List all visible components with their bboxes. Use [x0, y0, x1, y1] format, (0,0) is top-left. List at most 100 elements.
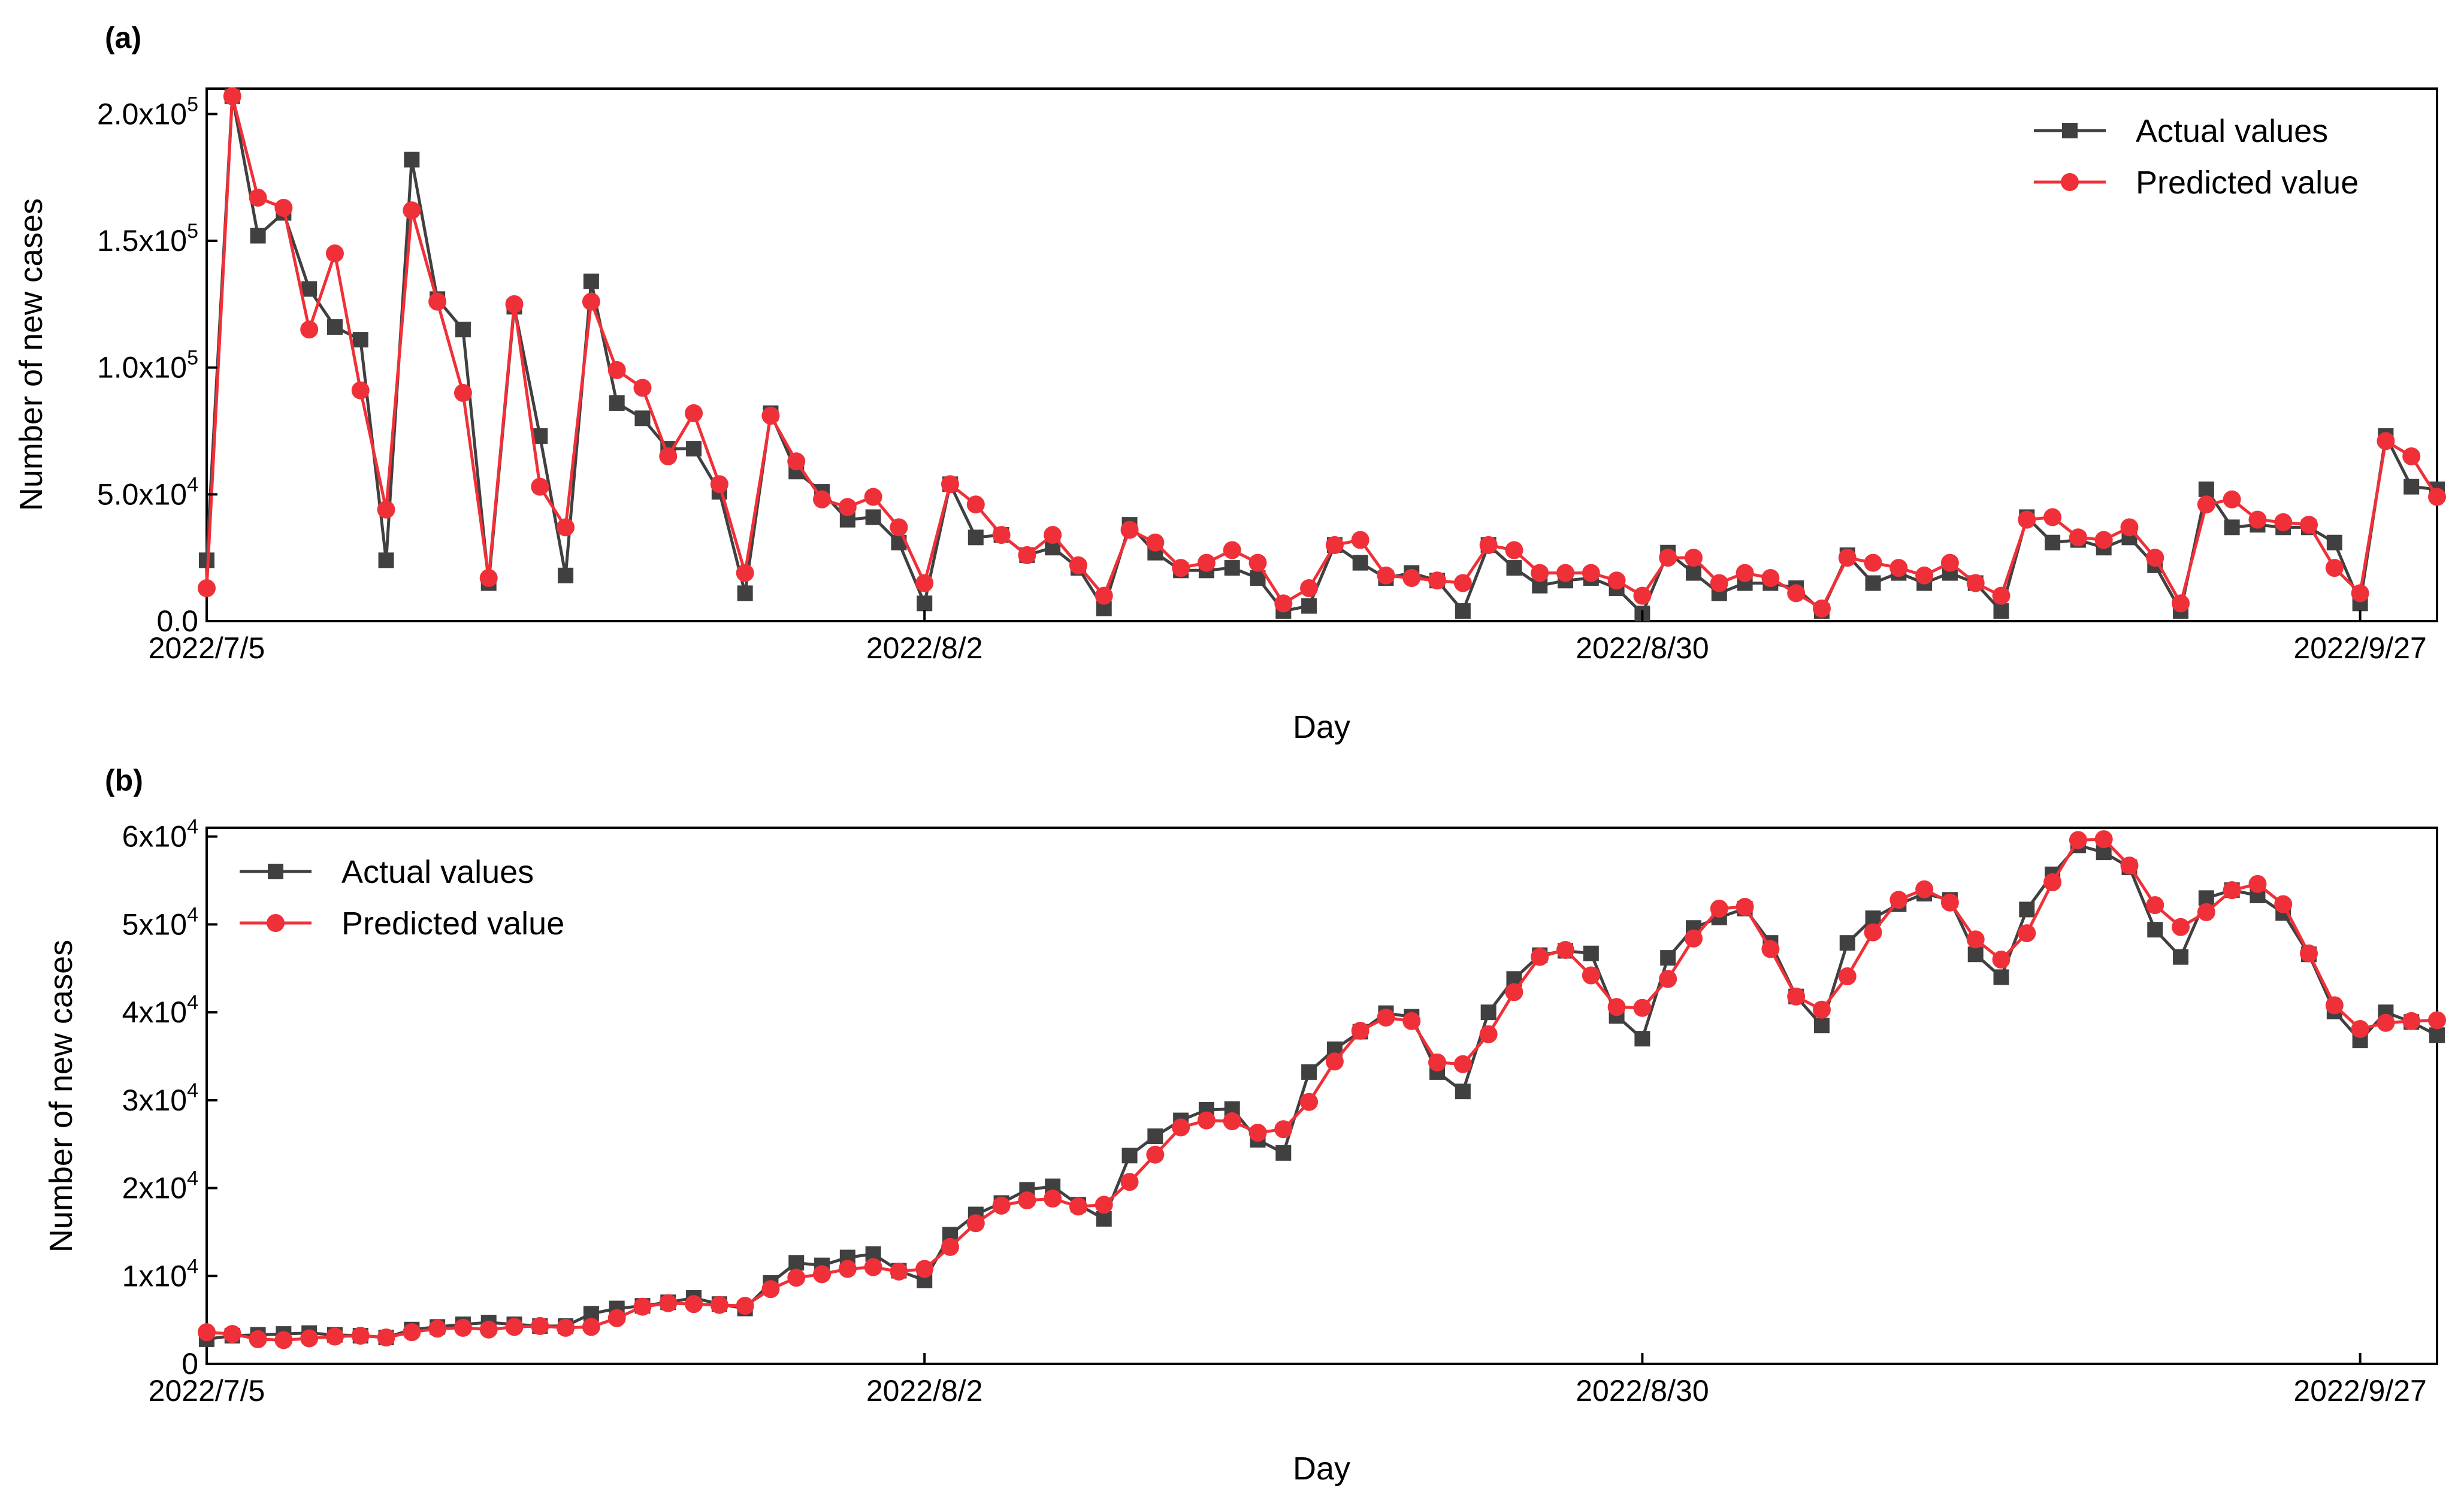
- panel-a-point-actual: [404, 152, 420, 168]
- panel-a-point-actual: [917, 595, 933, 612]
- panel-a-y-tick-label: 1.5x105: [97, 220, 198, 258]
- panel-b-point-actual: [2019, 901, 2035, 918]
- panel-a-point-actual: [2198, 481, 2214, 497]
- panel-a-point-predicted: [685, 404, 703, 422]
- panel-a-point-predicted: [428, 292, 447, 311]
- panel-a-point-actual: [968, 529, 984, 546]
- panel-a-point-predicted: [2248, 510, 2267, 529]
- panel-a-point-predicted: [1428, 571, 1447, 590]
- panel-b-legend: Actual values Predicted value: [240, 854, 564, 942]
- panel-b-point-predicted: [1248, 1124, 1267, 1142]
- panel-b-point-predicted: [1582, 966, 1600, 985]
- panel-b-point-predicted: [2197, 903, 2215, 921]
- panel-b-point-actual: [1813, 1018, 1830, 1034]
- panel-a-point-predicted: [2428, 488, 2446, 506]
- panel-a-point-predicted: [1531, 564, 1549, 582]
- panel-a-point-predicted: [1736, 564, 1754, 582]
- panel-b-point-predicted: [2351, 1019, 2369, 1038]
- panel-b-point-predicted: [1992, 951, 2010, 969]
- panel-a-x-tick-label: 2022/9/27: [2293, 631, 2426, 665]
- panel-b-point-actual: [1301, 1064, 1317, 1080]
- panel-b-x-tick-label: 2022/7/5: [149, 1374, 265, 1408]
- panel-a-point-predicted: [2146, 549, 2164, 567]
- panel-b-x-tick-label: 2022/8/2: [866, 1374, 983, 1408]
- panel-a-point-actual: [1865, 575, 1881, 591]
- panel-a-point-predicted: [1582, 564, 1600, 582]
- panel-a-point-predicted: [1787, 584, 1806, 603]
- panel-a-point-predicted: [1223, 541, 1241, 559]
- panel-a-point-predicted: [1172, 559, 1190, 577]
- panel-a-point-predicted: [966, 495, 985, 514]
- panel-b-point-predicted: [1274, 1120, 1293, 1139]
- panel-a-point-predicted: [1710, 574, 1728, 592]
- panel-a-point-predicted: [941, 475, 959, 494]
- panel-a-point-predicted: [300, 320, 319, 339]
- panel-a-point-actual: [352, 332, 368, 348]
- panel-a-point-predicted: [1992, 586, 2010, 605]
- panel-b-point-predicted: [1479, 1025, 1498, 1043]
- panel-b-point-predicted: [1505, 983, 1523, 1001]
- panel-a-point-predicted: [1095, 586, 1113, 605]
- panel-b-point-predicted: [1864, 923, 1882, 942]
- panel-a-point-predicted: [1377, 566, 1395, 585]
- panel-a-point-predicted: [377, 500, 395, 519]
- panel-b-point-actual: [2173, 949, 2189, 965]
- panel-b-point-predicted: [300, 1329, 319, 1348]
- panel-b-point-predicted: [377, 1328, 395, 1346]
- panel-a-point-actual: [2326, 534, 2342, 550]
- panel-b-point-actual: [1967, 946, 1984, 963]
- panel-b-point-actual: [1634, 1031, 1650, 1047]
- panel-b-point-actual: [1839, 935, 1855, 951]
- panel-a-point-predicted: [1556, 564, 1575, 582]
- panel-a-point-predicted: [479, 569, 498, 588]
- panel-a-x-tick-label: 2022/8/30: [1576, 631, 1709, 665]
- panel-a-point-predicted: [761, 407, 780, 425]
- panel-b-point-predicted: [2325, 996, 2344, 1015]
- panel-a-point-predicted: [557, 518, 575, 537]
- panel-a-point-actual: [686, 441, 702, 457]
- panel-a-point-actual: [1506, 560, 1522, 576]
- panel-a-point-actual: [2224, 519, 2240, 535]
- panel-a-point-predicted: [2223, 490, 2241, 509]
- panel-a-point-predicted: [1479, 536, 1498, 554]
- panel-b-y-tick-label: 2x104: [122, 1167, 198, 1205]
- panel-a-point-actual: [250, 228, 266, 244]
- panel-b-point-predicted: [1556, 940, 1575, 959]
- panel-a-point-predicted: [1607, 571, 1626, 590]
- panel-a-point-actual: [1993, 603, 2009, 619]
- panel-b-point-predicted: [1966, 930, 1985, 949]
- panel-b-point-predicted: [1095, 1196, 1113, 1214]
- panel-b-point-predicted: [659, 1294, 678, 1312]
- panel-b-point-predicted: [274, 1331, 293, 1349]
- panel-b-point-predicted: [710, 1296, 728, 1314]
- panel-b-point-predicted: [1685, 929, 1703, 948]
- panel-b-series-line-predicted: [206, 837, 2438, 1342]
- panel-a-point-predicted: [1659, 549, 1677, 567]
- panel-b-point-predicted: [1889, 891, 1908, 909]
- panel-b-point-predicted: [761, 1280, 780, 1299]
- panel-b-point-predicted: [1710, 899, 1728, 918]
- panel-a-point-predicted: [1274, 594, 1293, 613]
- panel-a-point-actual: [2403, 479, 2420, 495]
- panel-b-point-predicted: [1838, 967, 1857, 985]
- panel-a-x-tick-label: 2022/8/2: [866, 631, 983, 665]
- panel-a-y-axis-title: Number of new cases: [13, 198, 49, 511]
- panel-b-label: (b): [105, 764, 143, 797]
- panel-b-y-tick-label: 6x104: [122, 816, 198, 854]
- panel-b-point-predicted: [479, 1320, 498, 1339]
- panel-b-point-predicted: [1659, 970, 1677, 988]
- panel-a-point-actual: [609, 395, 625, 411]
- panel-b-legend-marker-predicted: [267, 914, 285, 932]
- panel-a-point-predicted: [813, 490, 832, 509]
- panel-b-point-predicted: [1377, 1008, 1395, 1027]
- panel-a-point-predicted: [1044, 526, 1062, 544]
- panel-b-point-predicted: [403, 1323, 421, 1342]
- panel-b-point-predicted: [2300, 944, 2318, 963]
- panel-a-point-actual: [558, 567, 574, 583]
- panel-b-point-actual: [1993, 969, 2009, 985]
- panel-a-point-predicted: [1940, 553, 1959, 572]
- panel-b-point-predicted: [1069, 1197, 1087, 1216]
- panel-a-y-tick-label: 1.0x105: [97, 347, 198, 385]
- panel-b-point-predicted: [1146, 1145, 1165, 1164]
- panel-b-point-predicted: [1325, 1052, 1344, 1071]
